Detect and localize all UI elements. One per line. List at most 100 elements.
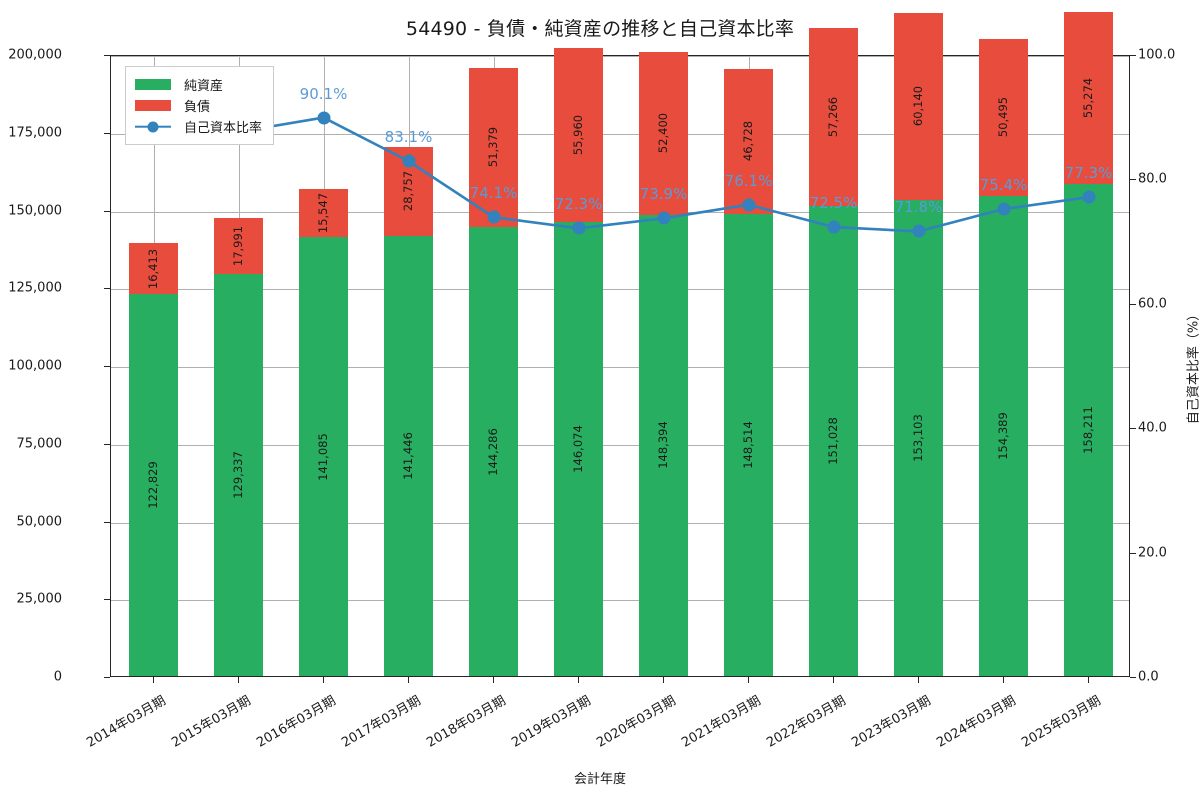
gridline-horizontal — [111, 444, 1129, 446]
bar-group[interactable]: 148,514 46,728 — [723, 68, 774, 676]
legend: 純資産 負債 自己資本比率 — [125, 66, 275, 145]
bar-segment-liability[interactable]: 16,413 — [128, 242, 179, 295]
bar-segment-equity[interactable]: 151,028 — [808, 206, 859, 676]
y-axis-left-tick-label: 25,000 — [16, 591, 63, 607]
ratio-line-svg — [153, 116, 1089, 233]
gridline-horizontal — [111, 522, 1129, 524]
bar-group[interactable]: 148,394 52,400 — [638, 51, 689, 676]
bar-group[interactable]: 146,074 55,960 — [553, 47, 604, 676]
bar-segment-liability[interactable]: 50,495 — [978, 38, 1029, 196]
y-axis-left-tick-label: 75,000 — [16, 436, 63, 452]
legend-line-marker-ratio — [135, 120, 171, 133]
ratio-data-point[interactable] — [997, 202, 1010, 216]
bar-segment-equity[interactable]: 154,389 — [978, 195, 1029, 676]
gridline-horizontal — [111, 600, 1129, 602]
bar-group[interactable]: 153,103 60,140 — [893, 12, 944, 676]
legend-swatch-equity — [135, 79, 171, 90]
gridline-horizontal — [111, 367, 1129, 368]
gridline-horizontal — [111, 211, 1129, 213]
bar-segment-liability[interactable]: 57,266 — [808, 28, 859, 207]
ratio-line-path — [153, 116, 1089, 233]
y-axis-right-tick-label: 40.0 — [1138, 420, 1167, 436]
ratio-data-point[interactable] — [827, 220, 840, 234]
bar-segment-liability[interactable]: 17,991 — [213, 217, 264, 274]
y-axis-right-tick-mark — [1130, 55, 1136, 56]
bar-segment-equity[interactable]: 141,085 — [298, 237, 349, 676]
bar-segment-equity[interactable]: 129,337 — [213, 273, 264, 676]
ratio-data-point[interactable] — [657, 211, 670, 225]
legend-item-equity: 純資産 — [135, 74, 262, 95]
ratio-data-point[interactable] — [487, 210, 500, 224]
x-axis-tick-mark — [747, 677, 749, 683]
ratio-data-point[interactable] — [317, 111, 330, 125]
y-axis-left-tick-label: 125,000 — [8, 280, 62, 296]
legend-label-liability: 負債 — [184, 100, 211, 115]
y-axis-left-tick-mark — [104, 55, 110, 56]
bar-segment-equity[interactable]: 146,074 — [553, 221, 604, 676]
y-axis-left-tick-mark — [104, 677, 110, 678]
y-axis-left-tick-mark — [104, 443, 110, 445]
x-axis-tick-mark — [237, 677, 239, 683]
y-axis-left-tick-label: 0 — [53, 669, 62, 685]
ratio-value-label: 83.1% — [384, 128, 433, 147]
ratio-data-point[interactable] — [912, 224, 925, 238]
x-axis-tick-mark — [662, 677, 664, 683]
ratio-value-label: 71.8% — [894, 198, 943, 217]
ratio-value-label: 76.1% — [724, 171, 773, 190]
ratio-data-point[interactable] — [572, 221, 585, 235]
bar-segment-liability[interactable]: 55,960 — [553, 47, 604, 222]
x-axis-tick-mark — [407, 677, 409, 683]
ratio-value-label: 90.1% — [299, 84, 348, 103]
bar-group[interactable]: 122,829 16,413 — [128, 242, 179, 676]
y-axis-left-tick-mark — [104, 521, 110, 523]
bar-group[interactable]: 151,028 57,266 — [808, 28, 859, 676]
y-axis-left-tick-label: 100,000 — [8, 358, 62, 374]
bar-segment-liability[interactable]: 46,728 — [723, 68, 774, 215]
gridline-horizontal — [111, 56, 1129, 57]
y-axis-right-tick-mark — [1130, 552, 1136, 554]
bar-segment-equity[interactable]: 153,103 — [893, 199, 944, 676]
legend-label-ratio: 自己資本比率 — [184, 121, 263, 136]
ratio-data-point[interactable] — [402, 154, 415, 168]
ratio-value-label: 73.9% — [639, 185, 688, 204]
legend-item-ratio: 自己資本比率 — [135, 116, 262, 137]
x-axis-tick-mark — [1087, 677, 1089, 683]
bar-segment-equity[interactable]: 144,286 — [468, 227, 519, 676]
y-axis-right-tick-mark — [1130, 179, 1136, 181]
bar-group[interactable]: 129,337 17,991 — [213, 217, 264, 676]
bar-segment-equity[interactable]: 148,394 — [638, 214, 689, 676]
bar-segment-liability[interactable]: 55,274 — [1063, 12, 1114, 184]
ratio-value-label: 72.3% — [554, 195, 603, 214]
y-axis-right-label: 自己資本比率（%） — [1186, 307, 1200, 425]
y-axis-right-tick-mark — [1130, 677, 1136, 678]
x-axis-tick-mark — [152, 677, 154, 683]
data-labels-layer: 88.2%87.8%90.1%83.1%74.1%72.3%73.9%76.1%… — [111, 56, 1129, 676]
y-axis-left-tick-mark — [104, 366, 110, 367]
y-axis-right-tick-mark — [1130, 428, 1136, 430]
bar-group[interactable]: 144,286 51,379 — [468, 67, 519, 676]
x-axis-tick-mark — [577, 677, 579, 683]
legend-label-equity: 純資産 — [184, 79, 224, 94]
bar-group[interactable]: 154,389 50,495 — [978, 38, 1029, 676]
ratio-data-point[interactable] — [1082, 190, 1095, 204]
bar-segment-liability[interactable]: 52,400 — [638, 51, 689, 215]
y-axis-left-tick-label: 200,000 — [8, 47, 62, 63]
bar-segment-liability[interactable]: 15,547 — [298, 188, 349, 238]
y-axis-left-tick-mark — [104, 210, 110, 212]
bars-layer: 122,829 16,413 129,337 17,991 141,085 15,547 1… — [111, 12, 1129, 676]
bar-segment-equity[interactable]: 141,446 — [383, 236, 434, 676]
ratio-data-point[interactable] — [742, 198, 755, 212]
bar-segment-liability[interactable]: 60,140 — [893, 12, 944, 200]
bar-segment-equity[interactable]: 148,514 — [723, 214, 774, 676]
y-axis-left-tick-mark — [104, 132, 110, 134]
y-axis-left-tick-mark — [104, 288, 110, 290]
bar-segment-liability[interactable]: 51,379 — [468, 67, 519, 228]
y-axis-left-tick-label: 150,000 — [8, 203, 62, 218]
bar-group[interactable]: 141,085 15,547 — [298, 188, 349, 676]
y-axis-right-tick-mark — [1130, 303, 1136, 305]
y-axis-left-tick-label: 50,000 — [16, 514, 63, 529]
bar-segment-equity[interactable]: 122,829 — [128, 294, 179, 676]
bar-group[interactable]: 158,211 55,274 — [1063, 12, 1114, 676]
bar-segment-equity[interactable]: 158,211 — [1063, 183, 1114, 676]
legend-swatch-liability — [135, 100, 171, 111]
